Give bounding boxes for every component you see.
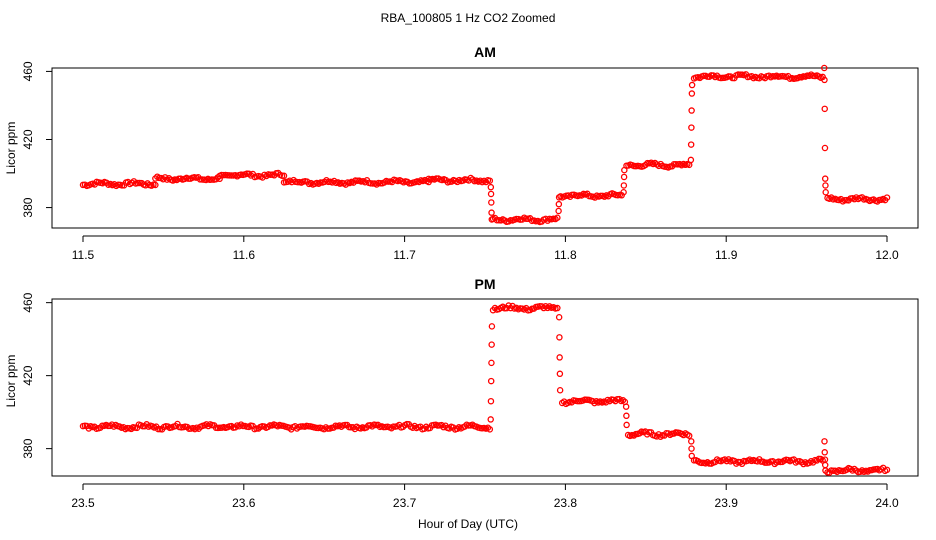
- am-transition-point: [687, 141, 695, 148]
- am-panel-title: AM: [474, 44, 496, 60]
- pm-x-tick-label: 24.0: [875, 496, 899, 510]
- pm-transition-point: [556, 334, 563, 341]
- pm-x-tick-label: 23.9: [715, 496, 739, 510]
- pm-plot-frame: [51, 298, 919, 477]
- pm-transition-point: [688, 452, 696, 460]
- pm-x-tick-label: 23.8: [554, 496, 578, 510]
- am-transition-point: [555, 207, 562, 215]
- am-data-point: [280, 172, 288, 180]
- am-transition-point: [688, 90, 696, 97]
- pm-transition-point: [688, 438, 695, 445]
- am-transition-point: [488, 216, 496, 223]
- pm-y-tick-label: 460: [21, 292, 35, 312]
- pm-panel: PM Licor ppm 23.5 23.6 23.7 23.8 23.9 24.0 38…: [4, 276, 919, 510]
- am-transition-point: [620, 182, 628, 189]
- pm-transition-point: [487, 416, 494, 423]
- pm-ylabel: Licor ppm: [4, 355, 18, 408]
- pm-x-tick-label: 23.7: [393, 496, 417, 510]
- am-transition-point: [687, 156, 695, 164]
- figure-title: RBA_100805 1 Hz CO2 Zoomed: [381, 11, 556, 25]
- am-transition-point: [620, 173, 628, 181]
- am-transition-point: [688, 107, 695, 114]
- am-x-tick-label: 11.7: [393, 248, 416, 262]
- pm-transition-point: [688, 445, 695, 452]
- am-x-tick-label: 11.9: [715, 248, 738, 262]
- pm-data-point: [883, 466, 891, 474]
- pm-transition-point: [487, 377, 495, 385]
- am-data-point: [554, 214, 561, 221]
- pm-x-tick-label: 23.6: [232, 496, 256, 510]
- pm-x-axis: 23.5 23.6 23.7 23.8 23.9 24.0: [71, 483, 899, 510]
- am-data-point: [883, 194, 891, 201]
- pm-data-point: [486, 426, 494, 433]
- am-transition-point: [821, 76, 828, 84]
- pm-transition-point: [487, 397, 495, 405]
- pm-x-tick-label: 23.5: [71, 496, 95, 510]
- pm-transition-point: [556, 354, 563, 361]
- am-x-tick-label: 11.8: [554, 248, 577, 262]
- am-transition-point: [488, 209, 495, 216]
- pm-transition-point: [623, 421, 630, 429]
- am-transition-point: [821, 64, 828, 72]
- pm-y-axis: 380 420 460: [21, 292, 53, 459]
- pm-data-point: [685, 432, 693, 439]
- pm-panel-title: PM: [475, 276, 496, 292]
- pm-transition-point: [623, 412, 630, 420]
- pm-transition-point: [556, 370, 564, 378]
- pm-transition-point: [821, 461, 829, 469]
- am-transition-point: [822, 182, 829, 189]
- pm-transition-point: [556, 386, 564, 394]
- am-transition-point: [620, 189, 627, 196]
- am-transition-point: [488, 199, 495, 206]
- am-transition-point: [487, 190, 495, 198]
- am-ylabel: Licor ppm: [4, 122, 18, 175]
- am-transition-point: [555, 194, 563, 201]
- pm-transition-point: [822, 467, 829, 474]
- am-transition-point: [821, 175, 829, 182]
- am-plot-frame: [51, 67, 919, 229]
- am-transition-point: [822, 189, 829, 196]
- am-y-tick-label: 380: [21, 197, 35, 217]
- pm-y-tick-label: 380: [21, 438, 35, 458]
- am-transition-point: [555, 200, 563, 208]
- am-x-tick-label: 11.6: [233, 248, 256, 262]
- am-transition-point: [821, 144, 829, 152]
- figure-xlabel: Hour of Day (UTC): [418, 517, 518, 531]
- pm-transition-point: [488, 323, 496, 330]
- pm-transition-point: [622, 403, 630, 410]
- pm-y-tick-label: 420: [21, 365, 35, 385]
- am-panel: AM Licor ppm 11.5 11.6 11.7 11.8 11.9 12.0 38…: [4, 44, 919, 262]
- pm-data-points: [79, 302, 891, 476]
- am-y-axis: 380 420 460: [21, 61, 53, 218]
- am-transition-point: [688, 81, 696, 89]
- am-transition-point: [621, 166, 628, 174]
- am-x-tick-label: 11.5: [72, 248, 95, 262]
- am-data-points: [79, 64, 891, 226]
- am-y-tick-label: 420: [21, 129, 35, 149]
- am-data-point: [152, 181, 159, 189]
- am-y-tick-label: 460: [21, 61, 35, 81]
- am-transition-point: [688, 124, 695, 131]
- am-x-tick-label: 12.0: [875, 248, 899, 262]
- am-x-axis: 11.5 11.6 11.7 11.8 11.9 12.0: [72, 235, 899, 262]
- am-transition-point: [487, 183, 495, 191]
- pm-transition-point: [555, 313, 563, 321]
- pm-transition-point: [821, 438, 828, 445]
- pm-transition-point: [488, 341, 495, 348]
- pm-data-point: [554, 304, 561, 312]
- pm-transition-point: [821, 449, 828, 456]
- pm-transition-point: [488, 359, 495, 367]
- am-transition-point: [821, 105, 828, 113]
- am-data-point: [486, 177, 494, 184]
